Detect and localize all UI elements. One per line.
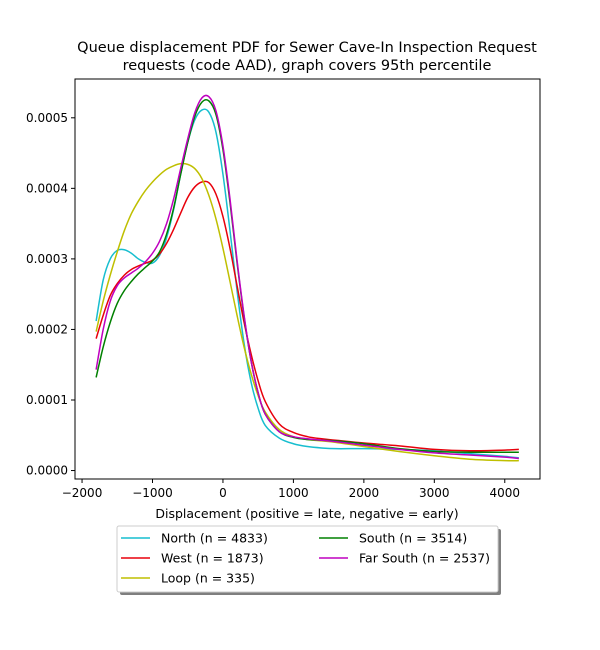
x-tick-label: −2000: [62, 486, 103, 500]
legend-label: North (n = 4833): [161, 531, 268, 546]
x-tick-label: −1000: [132, 486, 173, 500]
x-tick-label: 2000: [349, 486, 380, 500]
y-tick-label: 0.0000: [26, 464, 68, 478]
legend-entries: North (n = 4833) West (n = 1873) Loop (n =…: [121, 531, 490, 586]
x-tick-label: 4000: [489, 486, 520, 500]
chart-title-line-2: requests (code AAD), graph covers 95th p…: [123, 58, 492, 74]
series-layer: [95, 94, 519, 462]
series-line-north: [95, 108, 519, 459]
x-tick-label: 0: [219, 486, 227, 500]
plot-frame: [74, 78, 541, 480]
chart-title-line-1: Queue displacement PDF for Sewer Cave-In…: [77, 40, 537, 56]
x-axis-label: Displacement (positive = late, negative …: [155, 506, 458, 521]
ticks-layer: −2000 −1000 0 1000 2000 3000 4000 0.0000 0.0001 0…: [26, 111, 520, 500]
legend-label: South (n = 3514): [359, 531, 467, 546]
series-line-far-south: [95, 94, 519, 460]
y-tick-label: 0.0005: [26, 111, 68, 125]
legend-box: [116, 525, 499, 593]
legend-label: Loop (n = 335): [161, 571, 255, 586]
y-tick-label: 0.0001: [26, 393, 68, 407]
legend: North (n = 4833) West (n = 1873) Loop (n =…: [116, 525, 501, 595]
x-tick-label: 1000: [278, 486, 309, 500]
legend-label: West (n = 1873): [161, 551, 264, 566]
legend-label: Far South (n = 2537): [359, 551, 490, 566]
x-tick-label: 3000: [419, 486, 450, 500]
y-tick-label: 0.0002: [26, 322, 68, 336]
y-tick-label: 0.0003: [26, 252, 68, 266]
y-tick-label: 0.0004: [26, 181, 68, 195]
